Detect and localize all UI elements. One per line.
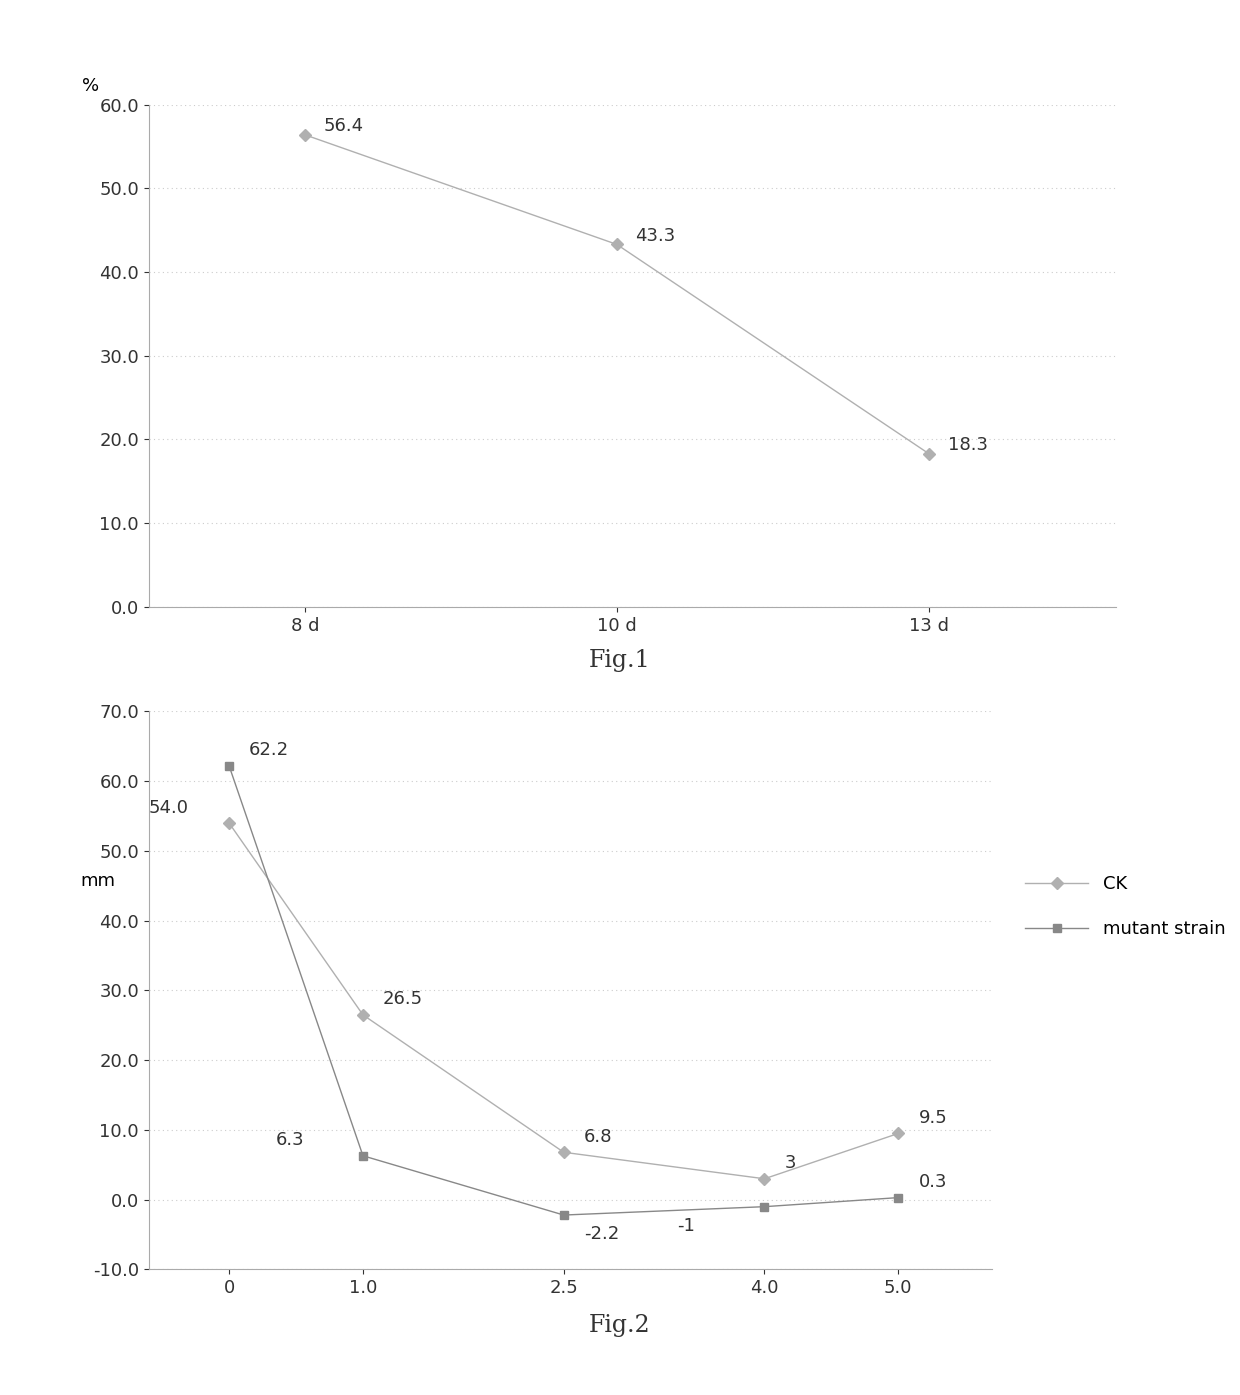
Text: 0.3: 0.3 (919, 1173, 947, 1191)
Text: -2.2: -2.2 (584, 1225, 619, 1243)
Text: 6.8: 6.8 (584, 1127, 613, 1145)
CK (222, 815, 237, 831)
Text: 26.5: 26.5 (383, 990, 423, 1009)
Text: 56.4: 56.4 (324, 117, 363, 135)
Text: -1: -1 (677, 1216, 696, 1235)
Text: 6.3: 6.3 (277, 1131, 305, 1149)
mutant strain (356, 1147, 371, 1163)
CK (758, 1170, 773, 1187)
Text: 3: 3 (785, 1154, 796, 1172)
Line: mutant strain: mutant strain (224, 762, 903, 1219)
Line: CK: CK (224, 819, 903, 1183)
mutant strain (890, 1189, 905, 1205)
Text: 9.5: 9.5 (919, 1109, 947, 1127)
Y-axis label: mm: mm (81, 872, 115, 890)
CK (356, 1007, 371, 1024)
CK (557, 1144, 572, 1161)
Text: Fig.1: Fig.1 (589, 649, 651, 671)
Y-axis label: %: % (82, 77, 99, 95)
CK (890, 1124, 905, 1141)
mutant strain (758, 1198, 773, 1215)
mutant strain (222, 757, 237, 774)
Text: 43.3: 43.3 (636, 227, 676, 246)
Text: 62.2: 62.2 (249, 741, 289, 759)
mutant strain (557, 1207, 572, 1223)
Text: Fig.2: Fig.2 (589, 1314, 651, 1336)
Text: 18.3: 18.3 (947, 437, 987, 455)
Legend: CK, mutant strain: CK, mutant strain (1018, 868, 1233, 946)
Text: 54.0: 54.0 (149, 798, 188, 816)
